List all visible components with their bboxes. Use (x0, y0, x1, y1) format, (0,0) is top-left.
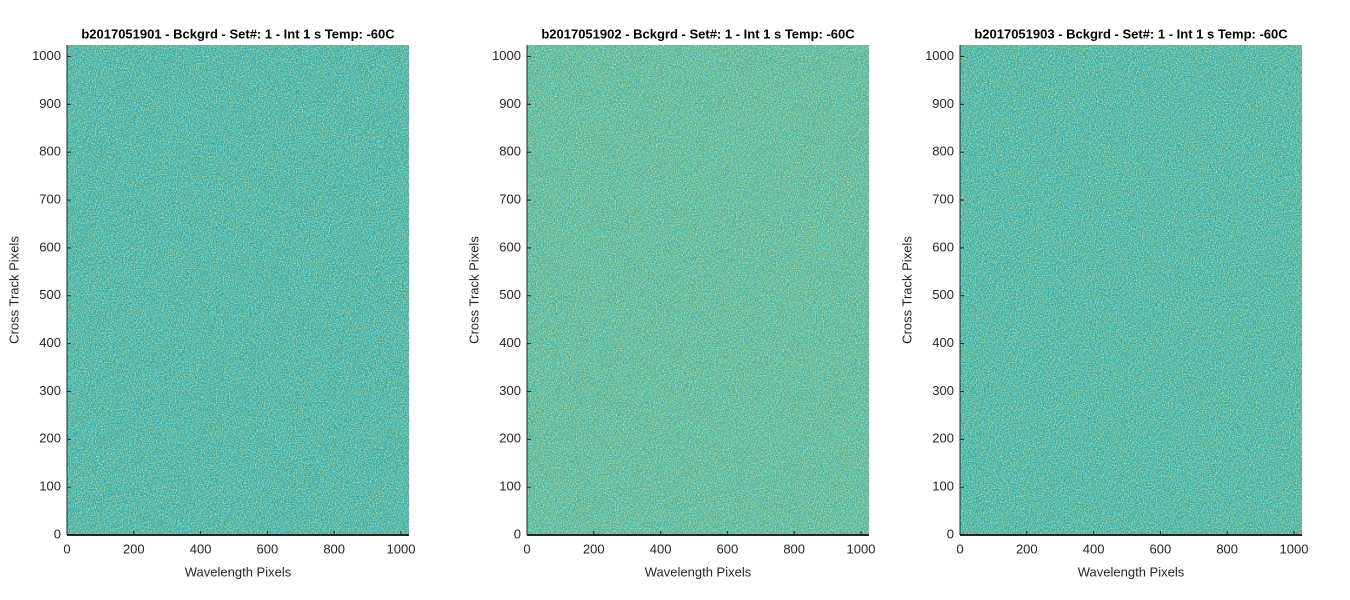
y-tick-label: 400 (39, 335, 61, 350)
chart-title: b2017051902 - Bckgrd - Set#: 1 - Int 1 s… (541, 26, 855, 41)
x-tick-label: 1000 (847, 541, 876, 556)
y-tick-label: 500 (39, 287, 61, 302)
y-tick-label: 700 (39, 191, 61, 206)
y-tick-label: 0 (947, 526, 954, 541)
y-tick-label: 0 (54, 526, 61, 541)
y-tick-label: 800 (39, 144, 61, 159)
x-tick-label: 0 (956, 541, 963, 556)
image-noise (67, 45, 409, 535)
image-noise (527, 45, 869, 535)
y-tick-label: 400 (499, 335, 521, 350)
y-tick-label: 300 (39, 383, 61, 398)
y-tick-label: 1000 (32, 48, 61, 63)
y-tick-label: 900 (39, 96, 61, 111)
x-tick-label: 400 (1083, 541, 1105, 556)
y-tick-label: 400 (932, 335, 954, 350)
y-tick-label: 1000 (492, 48, 521, 63)
x-tick-label: 400 (190, 541, 212, 556)
y-axis-label: Cross Track Pixels (466, 236, 481, 344)
y-tick-label: 600 (932, 239, 954, 254)
x-tick-label: 600 (1150, 541, 1172, 556)
x-tick-label: 1000 (387, 541, 416, 556)
y-tick-label: 300 (499, 383, 521, 398)
y-tick-label: 500 (932, 287, 954, 302)
y-tick-label: 900 (499, 96, 521, 111)
y-tick-label: 900 (932, 96, 954, 111)
x-tick-label: 200 (123, 541, 145, 556)
chart-title: b2017051903 - Bckgrd - Set#: 1 - Int 1 s… (974, 26, 1288, 41)
x-tick-label: 600 (257, 541, 279, 556)
y-tick-label: 100 (932, 479, 954, 494)
y-tick-label: 1000 (925, 48, 954, 63)
y-tick-label: 100 (499, 479, 521, 494)
x-axis-label: Wavelength Pixels (185, 564, 292, 579)
y-tick-label: 700 (932, 191, 954, 206)
y-tick-label: 600 (499, 239, 521, 254)
x-tick-label: 800 (1216, 541, 1238, 556)
y-tick-label: 800 (932, 144, 954, 159)
x-tick-label: 400 (650, 541, 672, 556)
y-tick-label: 600 (39, 239, 61, 254)
y-tick-label: 300 (932, 383, 954, 398)
y-tick-label: 0 (514, 526, 521, 541)
y-tick-label: 200 (932, 431, 954, 446)
x-tick-label: 600 (717, 541, 739, 556)
x-tick-label: 200 (583, 541, 605, 556)
x-axis-label: Wavelength Pixels (1078, 564, 1185, 579)
y-tick-label: 200 (39, 431, 61, 446)
x-tick-label: 1000 (1280, 541, 1309, 556)
x-tick-label: 0 (63, 541, 70, 556)
y-axis-label: Cross Track Pixels (899, 236, 914, 344)
x-tick-label: 800 (783, 541, 805, 556)
y-tick-label: 800 (499, 144, 521, 159)
x-axis-label: Wavelength Pixels (645, 564, 752, 579)
x-tick-label: 0 (523, 541, 530, 556)
image-noise (960, 45, 1302, 535)
y-tick-label: 500 (499, 287, 521, 302)
y-tick-label: 200 (499, 431, 521, 446)
x-tick-label: 200 (1016, 541, 1038, 556)
chart-title: b2017051901 - Bckgrd - Set#: 1 - Int 1 s… (81, 26, 395, 41)
y-axis-label: Cross Track Pixels (6, 236, 21, 344)
x-tick-label: 800 (323, 541, 345, 556)
y-tick-label: 100 (39, 479, 61, 494)
y-tick-label: 700 (499, 191, 521, 206)
